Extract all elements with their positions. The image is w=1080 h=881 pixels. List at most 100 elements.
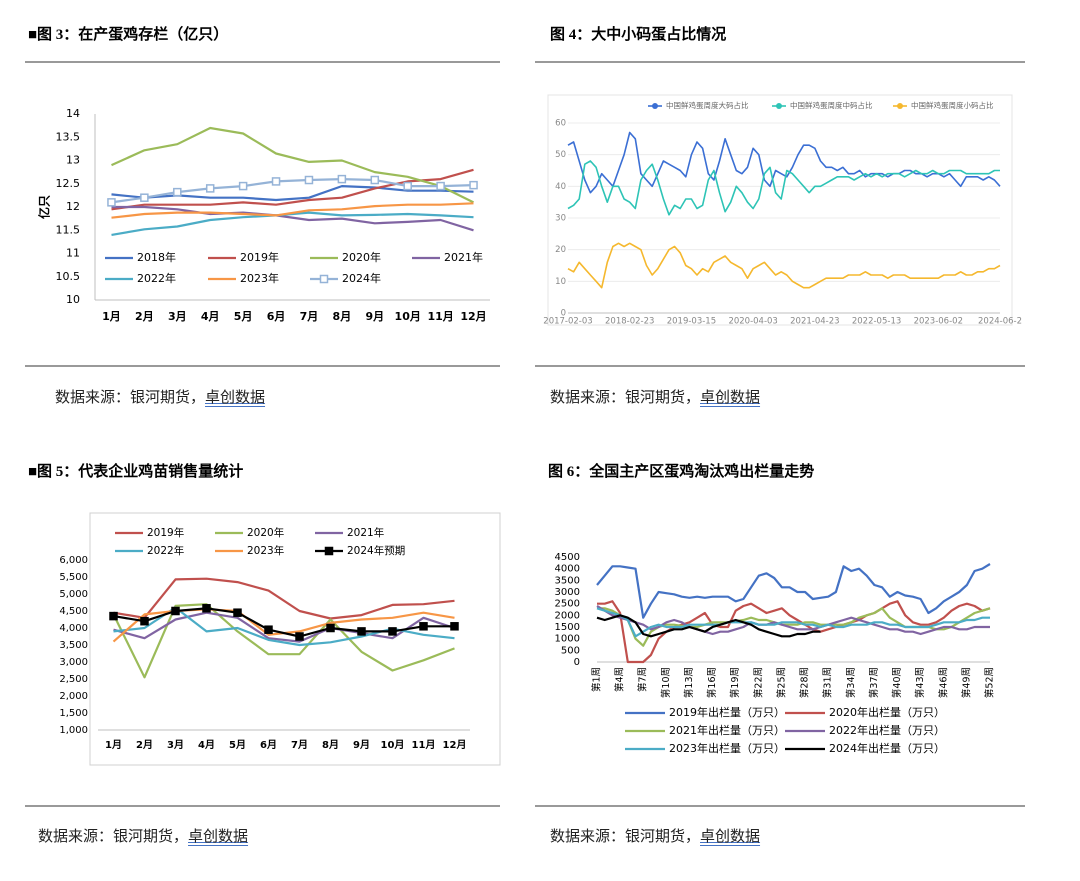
y-tick-label: 2,500 <box>59 674 88 685</box>
point-marker <box>202 604 211 613</box>
rules <box>25 61 1025 807</box>
series-line <box>113 607 455 638</box>
point-marker <box>370 175 380 185</box>
y-tick-label: 13.5 <box>56 130 81 143</box>
x-tick-label: 7月 <box>291 739 308 751</box>
legend-label: 中国鲜鸡蛋周度中码占比 <box>790 100 873 110</box>
x-tick-label: 9月 <box>365 310 384 323</box>
y-tick-label: 5,500 <box>59 572 88 583</box>
x-tick-label: 第34周 <box>845 667 857 698</box>
point-marker <box>140 193 149 202</box>
y-tick-label: 10 <box>555 277 566 287</box>
y-tick-label: 1,500 <box>59 708 88 719</box>
source: 数据来源：银河期货，卓创数据 <box>38 825 248 846</box>
x-tick-label: 9月 <box>353 739 370 751</box>
point-marker <box>295 632 304 641</box>
y-tick-label: 5,000 <box>59 589 88 600</box>
y-tick-label: 60 <box>555 119 566 129</box>
figure-title: ■图 5：代表企业鸡苗销售量统计 <box>28 464 244 480</box>
x-tick-label: 5月 <box>229 739 246 751</box>
point-marker <box>140 616 149 626</box>
legend-label: 2023年出栏量（万只） <box>669 741 785 755</box>
x-tick-label: 第13周 <box>683 667 695 698</box>
y-tick-label: 50 <box>555 150 566 160</box>
legend-label: 2022年出栏量（万只） <box>829 723 945 737</box>
point-marker <box>388 627 397 636</box>
point-marker <box>233 608 242 617</box>
x-tick-label: 12月 <box>460 310 486 323</box>
x-tick-label: 1月 <box>102 310 121 323</box>
x-tick-label: 12月 <box>443 739 467 751</box>
point-marker <box>271 177 281 186</box>
point-marker <box>238 181 248 191</box>
legend-label: 2023年 <box>240 271 279 285</box>
series-line <box>111 185 474 202</box>
series-line <box>111 211 474 236</box>
legend-label: 2021年出栏量（万只） <box>669 723 785 737</box>
x-tick-label: 6月 <box>267 310 286 323</box>
series-line <box>113 577 455 620</box>
x-tick-label: 第25周 <box>775 667 787 698</box>
figure-title: ■图 3：在产蛋鸡存栏（亿只） <box>28 27 229 43</box>
source-text: 数据来源：银河期货， <box>550 390 701 406</box>
source: 数据来源：银河期货，卓创数据 <box>550 825 760 846</box>
x-tick-label: 8月 <box>333 310 352 323</box>
source-text: 数据来源：银河期货， <box>38 829 189 845</box>
series-line <box>567 160 1000 216</box>
x-tick-label: 第37周 <box>868 667 880 698</box>
point-marker <box>326 623 335 633</box>
x-tick-label: 3月 <box>167 739 184 751</box>
x-tick-label: 2023-06-02 <box>914 317 963 327</box>
legend-marker <box>776 103 782 109</box>
point-marker <box>337 174 347 184</box>
y-tick-label: 10.5 <box>56 270 81 283</box>
y-tick-label: 1,000 <box>59 725 88 736</box>
point-marker <box>205 184 215 193</box>
y-tick-label: 12.5 <box>56 177 81 190</box>
series-line <box>111 205 474 232</box>
series-line <box>111 168 474 211</box>
x-tick-label: 11月 <box>427 310 453 323</box>
legend-label: 2024年 <box>342 271 381 285</box>
source-link[interactable]: 卓创数据 <box>700 390 761 406</box>
chart-frame <box>89 512 501 766</box>
point-marker <box>171 606 180 616</box>
x-tick-label: 4月 <box>198 739 215 751</box>
source-link[interactable]: 卓创数据 <box>188 829 249 845</box>
y-tick-label: 4,000 <box>59 623 88 634</box>
series-line <box>597 600 991 664</box>
y-tick-label: 3,000 <box>59 657 88 668</box>
series-line <box>567 242 1001 289</box>
x-tick-label: 10月 <box>395 310 421 323</box>
point-marker <box>419 622 428 631</box>
point-marker <box>436 181 445 191</box>
legend-label: 2022年 <box>137 271 176 285</box>
x-tick-label: 7月 <box>300 310 319 323</box>
x-tick-label: 5月 <box>234 310 253 323</box>
x-tick-label: 第16周 <box>706 667 718 698</box>
figure-title: 图 6：全国主产区蛋鸡淘汰鸡出栏量走势 <box>548 464 815 480</box>
source-text: 数据来源：银河期货， <box>550 829 701 845</box>
y-tick-label: 20 <box>555 245 566 255</box>
x-tick-label: 2017-02-03 <box>543 317 592 327</box>
x-tick-label: 第52周 <box>984 667 996 698</box>
point-marker <box>107 198 116 207</box>
series-line <box>596 607 990 638</box>
legend-label: 2019年 <box>147 526 184 539</box>
x-tick-label: 第1周 <box>591 667 603 692</box>
x-tick-label: 2020-04-03 <box>728 317 777 327</box>
legend-label: 2019年出栏量（万只） <box>669 705 785 719</box>
y-tick-label: 13 <box>66 154 80 167</box>
y-tick-label: 40 <box>555 182 566 192</box>
point-marker <box>304 175 314 185</box>
legend-label: 2021年 <box>347 526 384 539</box>
x-tick-label: 10月 <box>381 739 405 751</box>
x-tick-label: 第46周 <box>937 667 949 698</box>
point-marker <box>450 622 459 631</box>
source-link[interactable]: 卓创数据 <box>700 829 761 845</box>
point-marker <box>264 625 273 634</box>
source-link[interactable]: 卓创数据 <box>205 390 266 406</box>
series-line <box>112 603 455 679</box>
